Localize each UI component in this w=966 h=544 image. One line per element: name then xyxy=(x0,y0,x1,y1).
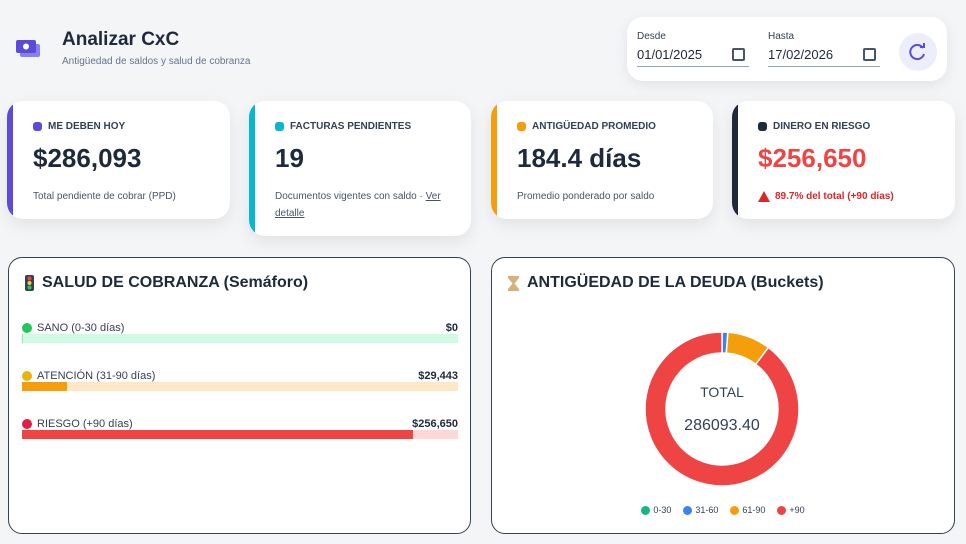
bar-fill xyxy=(22,334,23,343)
from-date[interactable]: 01/01/2025 xyxy=(637,47,749,67)
kpi-card: FACTURAS PENDIENTES 19 Documentos vigentes… xyxy=(249,101,471,236)
kpi-accent xyxy=(7,101,13,219)
legend-swatch xyxy=(730,505,740,515)
kpi-accent xyxy=(732,101,738,219)
bar-fill xyxy=(22,382,67,391)
kpi-note-text: Documentos vigentes con saldo · xyxy=(275,191,423,202)
health-row: ATENCIÓN (31-90 días) $29,443 xyxy=(22,370,458,394)
kpi-label: DINERO EN RIESGO xyxy=(758,121,955,132)
kpi-label-text: ME DEBEN HOY xyxy=(48,121,126,132)
kpi-value: $256,650 xyxy=(758,143,867,173)
status-dot xyxy=(22,419,32,429)
legend-swatch xyxy=(777,505,787,515)
kpi-icon xyxy=(33,122,42,131)
kpi-label: ANTIGÜEDAD PROMEDIO xyxy=(517,121,713,132)
health-panel: SALUD DE COBRANZA (Semáforo) SANO (0-30 … xyxy=(8,257,471,534)
status-dot xyxy=(22,371,32,381)
legend-swatch xyxy=(683,505,693,515)
from-label: Desde xyxy=(637,31,666,42)
kpi-accent xyxy=(249,101,255,236)
row-label: ATENCIÓN (31-90 días) xyxy=(22,370,458,382)
hourglass-icon xyxy=(508,275,519,291)
donut-slice xyxy=(644,331,800,487)
row-amount: $29,443 xyxy=(418,370,458,382)
warning-shape xyxy=(758,191,770,202)
detail-link[interactable]: Ver detalle xyxy=(275,191,441,219)
legend-swatch xyxy=(641,505,651,515)
kpi-card: DINERO EN RIESGO $256,650 89.7% del total … xyxy=(732,101,955,219)
kpi-label-text: ANTIGÜEDAD PROMEDIO xyxy=(532,121,656,132)
kpi-card: ME DEBEN HOY $286,093 Total pendiente de c… xyxy=(7,101,230,219)
kpi-icon xyxy=(275,122,284,131)
kpi-value: 19 xyxy=(275,143,304,173)
to-label: Hasta xyxy=(768,31,795,42)
kpi-label: ME DEBEN HOY xyxy=(33,121,230,132)
legend-label: 31-60 xyxy=(695,505,719,515)
kpi-note: Documentos vigentes con saldo · Ver deta… xyxy=(275,188,471,222)
kpi-note: Total pendiente de cobrar (PPD) xyxy=(33,188,230,205)
legend-label: 61-90 xyxy=(742,505,766,515)
to-date[interactable]: 17/02/2026 xyxy=(768,47,880,67)
kpi-accent xyxy=(491,101,497,219)
legend-item: 61-90 xyxy=(730,505,765,515)
calendar-icon[interactable] xyxy=(732,48,745,61)
calendar-icon[interactable] xyxy=(863,48,876,61)
legend: 0-30 31-60 61-90 +90 xyxy=(492,505,954,515)
aging-panel: ANTIGÜEDAD DE LA DEUDA (Buckets) TOTAL 2… xyxy=(491,257,955,534)
page-subtitle: Antigüedad de saldos y salud de cobranza xyxy=(62,56,251,67)
kpi-note-text: Promedio ponderado por saldo xyxy=(517,191,655,202)
bar-track xyxy=(22,334,458,343)
status-dot xyxy=(22,323,32,333)
kpi-icon xyxy=(758,122,767,131)
bar-track xyxy=(22,430,458,439)
row-label: RIESGO (+90 días) xyxy=(22,418,458,430)
health-row: RIESGO (+90 días) $256,650 xyxy=(22,418,458,442)
row-amount: $256,650 xyxy=(412,418,458,430)
center-value: 286093.40 xyxy=(684,417,760,434)
kpi-label-text: FACTURAS PENDIENTES xyxy=(290,121,412,132)
bar-fill xyxy=(22,430,414,439)
legend-item: 31-60 xyxy=(683,505,718,515)
page-title: Analizar CxC xyxy=(62,29,180,50)
warning-icon xyxy=(758,191,770,202)
kpi-label: FACTURAS PENDIENTES xyxy=(275,121,471,132)
row-name: ATENCIÓN (31-90 días) xyxy=(37,370,156,382)
legend-item: +90 xyxy=(777,505,805,515)
row-name: SANO (0-30 días) xyxy=(37,322,125,334)
bar-track xyxy=(22,382,458,391)
kpi-note: 89.7% del total (+90 días) xyxy=(758,188,955,205)
kpi-note: Promedio ponderado por saldo xyxy=(517,188,713,205)
kpi-value: 184.4 días xyxy=(517,143,642,173)
app-icon xyxy=(16,40,40,57)
panel-title: SALUD DE COBRANZA (Semáforo) xyxy=(25,274,308,292)
kpi-note-text: 89.7% del total (+90 días) xyxy=(775,191,894,202)
row-name: RIESGO (+90 días) xyxy=(37,418,133,430)
row-amount: $0 xyxy=(445,322,458,334)
kpi-note-text: Total pendiente de cobrar (PPD) xyxy=(33,191,176,202)
chart-title: ANTIGÜEDAD DE LA DEUDA (Buckets) xyxy=(527,274,824,291)
donut-chart: TOTAL 286093.40 xyxy=(644,331,800,487)
health-row: SANO (0-30 días) $0 xyxy=(22,322,458,346)
kpi-card: ANTIGÜEDAD PROMEDIO 184.4 días Promedio po… xyxy=(491,101,713,219)
legend-item: 0-30 xyxy=(641,505,671,515)
legend-label: 0-30 xyxy=(653,505,672,515)
kpi-label-text: DINERO EN RIESGO xyxy=(773,121,871,132)
refresh-button[interactable] xyxy=(899,33,937,71)
kpi-value: $286,093 xyxy=(33,143,142,173)
panel-title: ANTIGÜEDAD DE LA DEUDA (Buckets) xyxy=(508,274,824,292)
panel-title-text: SALUD DE COBRANZA (Semáforo) xyxy=(42,274,309,291)
kpi-icon xyxy=(517,122,526,131)
date-filters: Desde 01/01/2025 Hasta 17/02/2026 xyxy=(627,17,947,81)
legend-label: +90 xyxy=(789,505,805,515)
center-label: TOTAL xyxy=(700,384,744,400)
row-label: SANO (0-30 días) xyxy=(22,322,458,334)
traffic-light-icon xyxy=(25,275,34,291)
